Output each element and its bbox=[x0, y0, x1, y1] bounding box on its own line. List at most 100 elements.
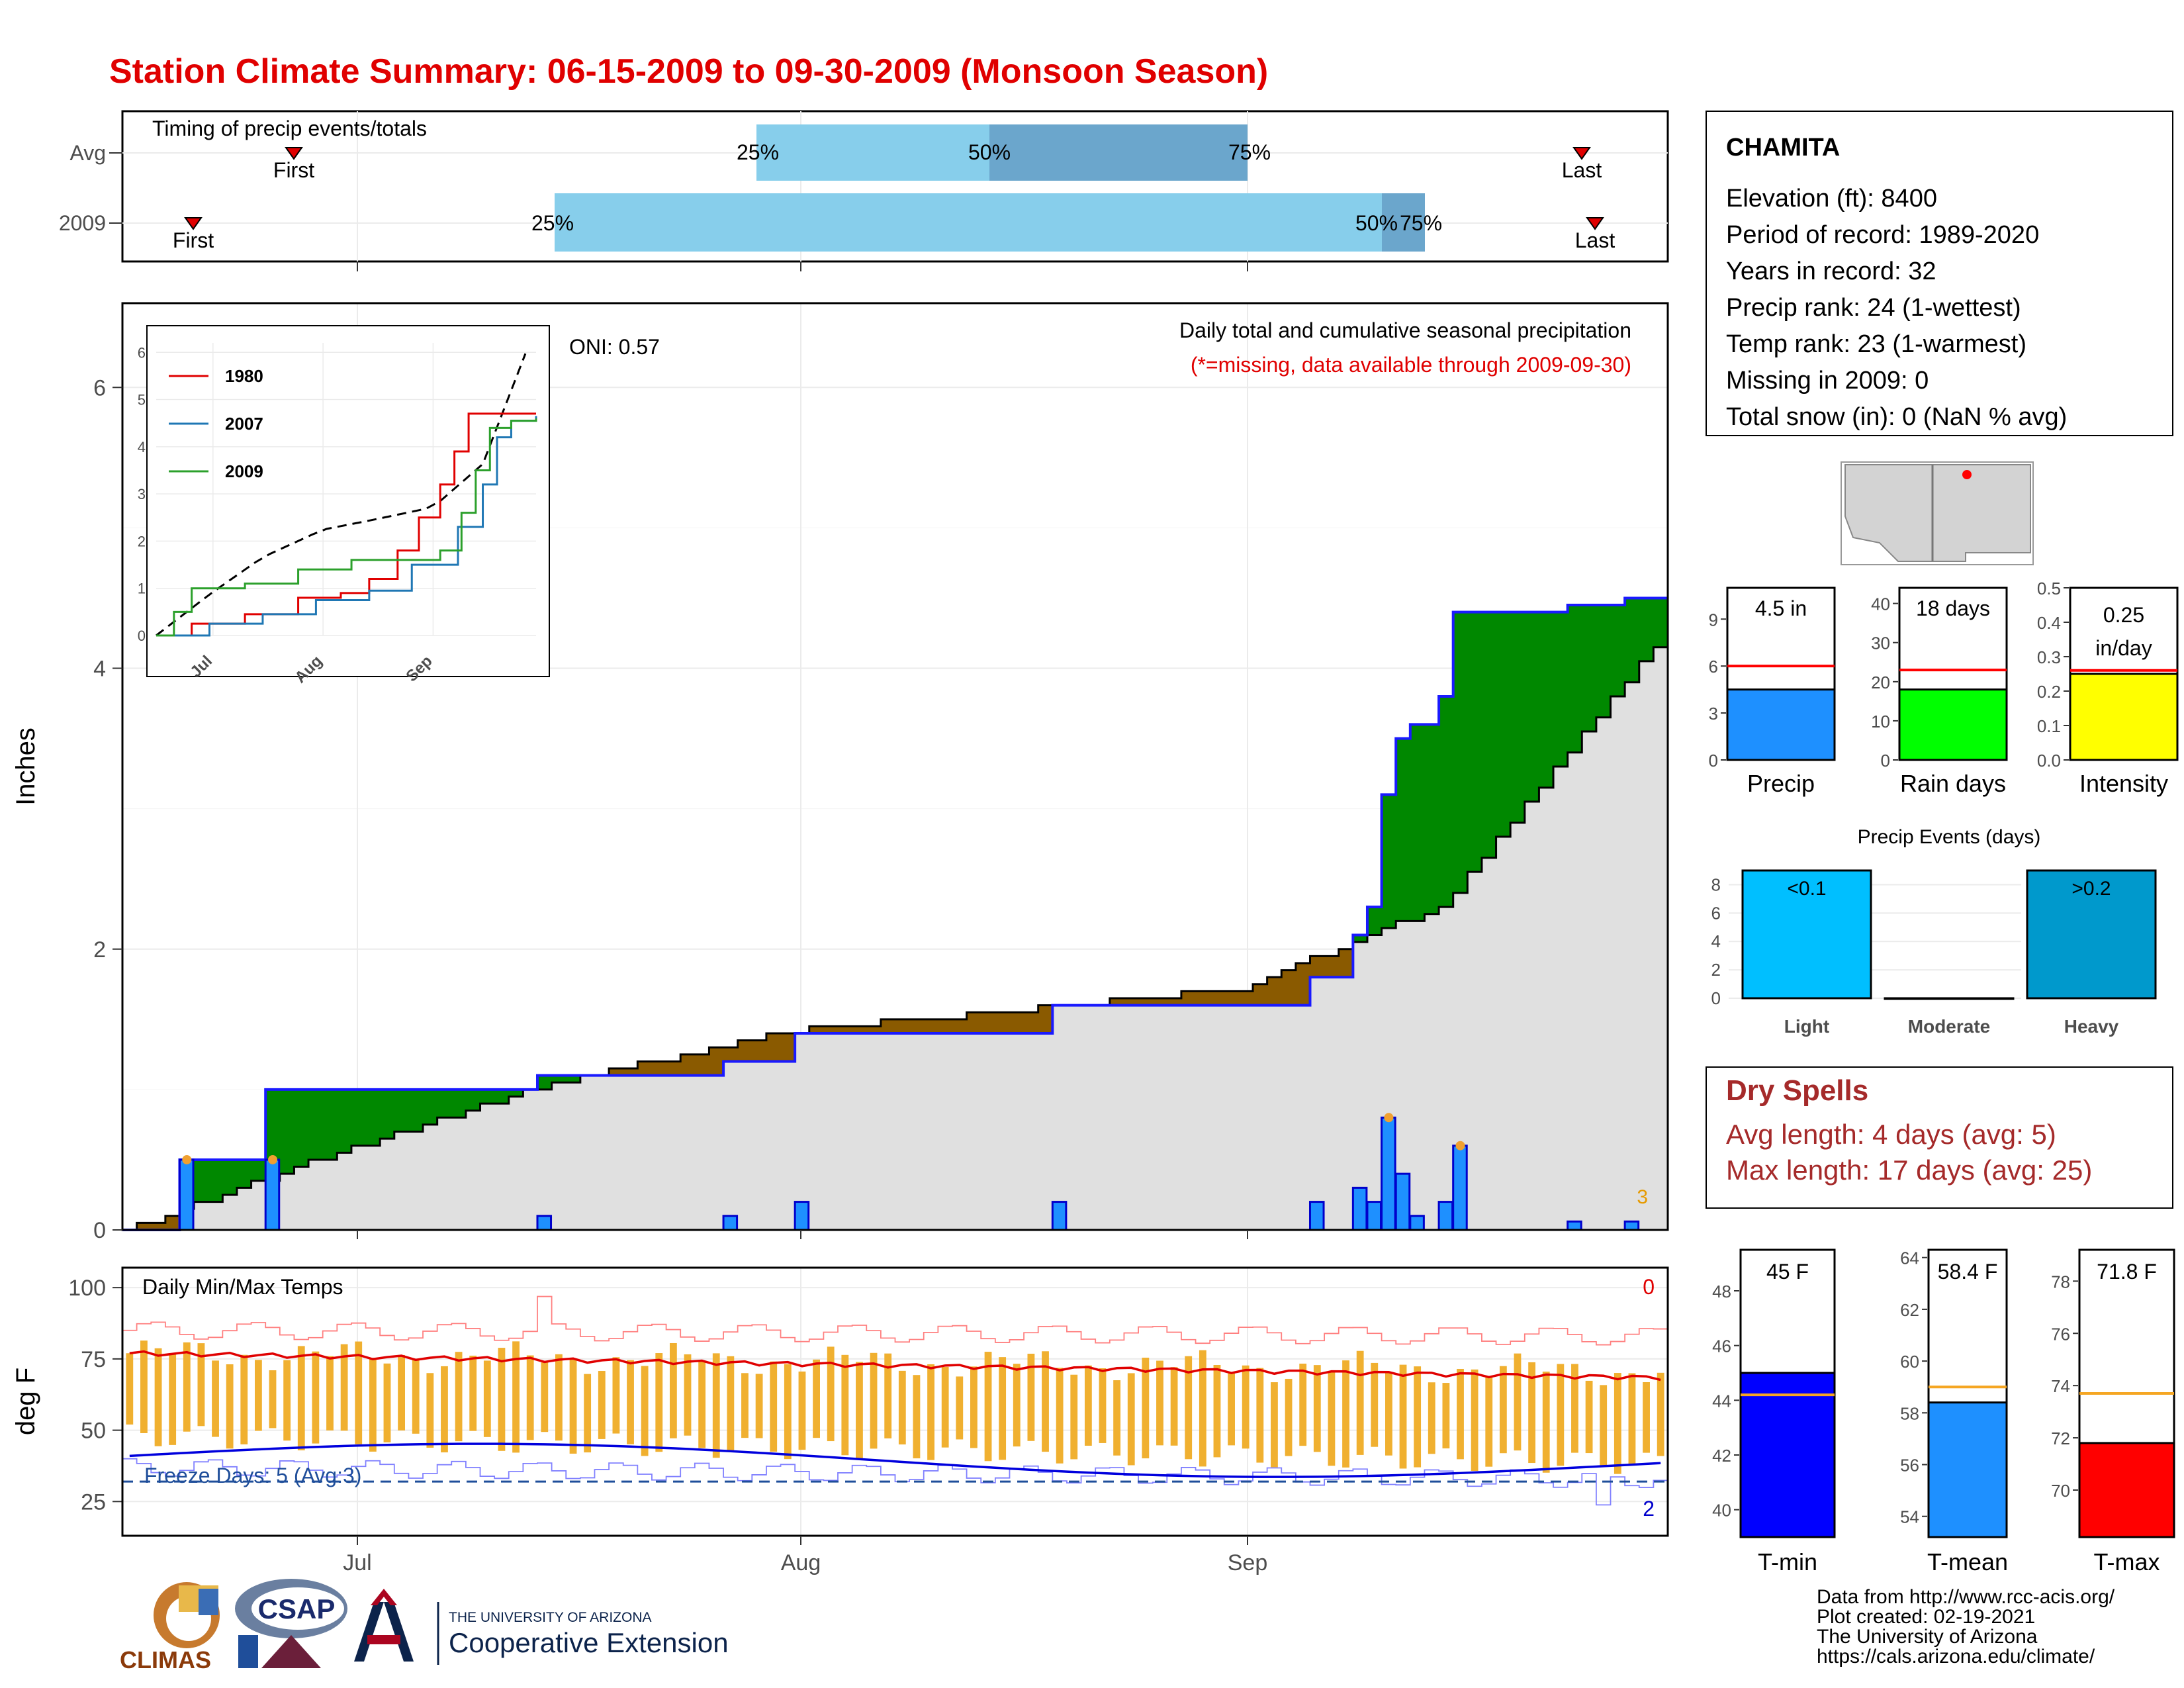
mini-value-unit: in/day bbox=[2095, 636, 2152, 660]
daily-temp-bar bbox=[1070, 1374, 1078, 1460]
deficit-segment bbox=[1267, 977, 1282, 1006]
daily-temp-bar bbox=[226, 1364, 234, 1449]
2009-last-label: Last bbox=[1575, 228, 1615, 252]
daily-temp-bar bbox=[1499, 1366, 1507, 1454]
deficit-segment bbox=[1167, 998, 1182, 1006]
deficit-segment bbox=[938, 1019, 953, 1034]
daily-temp-bar bbox=[655, 1353, 663, 1452]
2009-median-band bbox=[1382, 193, 1425, 252]
events-y-tick: 2 bbox=[1711, 960, 1721, 980]
deficit-segment bbox=[1281, 970, 1297, 1006]
daily-temp-bar bbox=[741, 1373, 749, 1438]
timing-panel: Timing of precip events/totals Avg 2009 … bbox=[59, 110, 1669, 271]
daily-temp-bar bbox=[340, 1344, 348, 1431]
daily-temp-bar bbox=[269, 1370, 277, 1429]
event-x-label: Heavy bbox=[2064, 1016, 2119, 1037]
deficit-segment bbox=[1338, 949, 1353, 978]
daily-temp-bar bbox=[197, 1343, 205, 1427]
daily-temp-bar bbox=[927, 1364, 934, 1460]
daily-temp-bar bbox=[1170, 1367, 1178, 1446]
temp-bar-y-tick: 48 bbox=[1712, 1282, 1731, 1301]
missing-data-note: (*=missing, data available through 2009-… bbox=[1191, 353, 1631, 377]
deficit-segment bbox=[995, 1012, 1011, 1034]
credit-url: https://cals.arizona.edu/climate/ bbox=[1817, 1646, 2095, 1667]
daily-temp-bar bbox=[212, 1360, 219, 1437]
daily-temp-bar bbox=[1385, 1372, 1392, 1456]
daily-temp-bar bbox=[827, 1346, 835, 1442]
daily-temp-bar bbox=[140, 1340, 148, 1433]
temp-bar-y-tick: 56 bbox=[1900, 1456, 1919, 1476]
mini-value-label: 0.25 bbox=[2103, 603, 2144, 627]
daily-precip-bar bbox=[794, 1201, 810, 1231]
daily-temp-bar bbox=[1471, 1369, 1479, 1471]
deficit-segment bbox=[1210, 991, 1225, 1006]
mini-y-tick: 0.1 bbox=[2037, 716, 2061, 736]
station-missing: Missing in 2009: 0 bbox=[1726, 367, 1929, 395]
mini-y-tick: 3 bbox=[1709, 704, 1718, 724]
surplus-segment bbox=[1367, 907, 1383, 935]
climas-logo: CLIMAS bbox=[120, 1582, 220, 1673]
2009-p75-label: 75% bbox=[1400, 211, 1442, 235]
dry-max-length: Max length: 17 days (avg: 25) bbox=[1726, 1154, 2092, 1186]
mini-y-tick: 9 bbox=[1709, 610, 1718, 630]
surplus-segment bbox=[1639, 598, 1654, 661]
precip-events-title: Precip Events (days) bbox=[1858, 826, 2041, 848]
deficit-segment bbox=[1024, 1012, 1039, 1034]
inset-y-tick: 2 bbox=[138, 533, 146, 549]
deficit-segment bbox=[1124, 998, 1139, 1006]
deficit-segment bbox=[1009, 1012, 1024, 1034]
dry-avg-length: Avg length: 4 days (avg: 5) bbox=[1726, 1119, 2056, 1150]
temp-bar-y-tick: 74 bbox=[2051, 1376, 2070, 1396]
deficit-segment bbox=[866, 1026, 882, 1034]
heavy-event-marker bbox=[1384, 1113, 1394, 1123]
avg-last-marker bbox=[1572, 147, 1591, 160]
daily-temp-bar bbox=[398, 1354, 406, 1430]
precip-corner-count: 3 bbox=[1637, 1186, 1648, 1208]
2009-p50-label: 50% bbox=[1355, 211, 1398, 235]
daily-temp-bar bbox=[1514, 1353, 1522, 1451]
inset-y-tick: 5 bbox=[138, 392, 146, 408]
temp-panel-title: Daily Min/Max Temps bbox=[142, 1275, 343, 1299]
daily-temp-bar bbox=[526, 1355, 534, 1440]
surplus-segment bbox=[1610, 605, 1625, 696]
precip-y-tick: 0 bbox=[93, 1218, 106, 1243]
deficit-segment bbox=[923, 1019, 938, 1034]
deficit-segment bbox=[952, 1019, 968, 1034]
surplus-segment bbox=[1439, 696, 1454, 908]
precip-panel: 0 2 4 6 Inches Daily total and cumulative s… bbox=[11, 302, 1669, 1243]
temp-bar-axis-label: T-max bbox=[2093, 1548, 2160, 1575]
2009-p25-label: 25% bbox=[531, 211, 574, 235]
daily-temp-bar bbox=[1428, 1382, 1435, 1454]
mini-y-tick: 0.5 bbox=[2037, 579, 2061, 598]
deficit-segment bbox=[1138, 998, 1154, 1006]
avg-last-label: Last bbox=[1562, 158, 1602, 182]
avg-p25-label: 25% bbox=[737, 140, 779, 164]
event-bar-text: <0.1 bbox=[1787, 878, 1826, 900]
temp-bar-y-tick: 78 bbox=[2051, 1272, 2070, 1291]
surplus-segment bbox=[1553, 612, 1569, 767]
daily-precip-bar bbox=[1394, 1172, 1411, 1231]
daily-temp-bar bbox=[1485, 1377, 1493, 1467]
station-info-box: CHAMITA Elevation (ft): 8400 Period of r… bbox=[1706, 111, 2173, 436]
daily-temp-bar bbox=[1027, 1354, 1035, 1441]
station-period: Period of record: 1989-2020 bbox=[1726, 221, 2039, 249]
oni-label: ONI: 0.57 bbox=[569, 335, 660, 359]
event-bar-text: >0.2 bbox=[2071, 878, 2111, 900]
surplus-segment bbox=[1381, 794, 1396, 928]
daily-precip-bar bbox=[1623, 1220, 1640, 1231]
daily-precip-bar bbox=[536, 1215, 553, 1231]
surplus-segment bbox=[551, 1075, 567, 1083]
mini-axis-label: Precip bbox=[1747, 770, 1815, 797]
mini-y-tick: 6 bbox=[1709, 657, 1718, 677]
precip-description: Daily total and cumulative seasonal prec… bbox=[1179, 318, 1631, 342]
event-x-label: Light bbox=[1784, 1016, 1829, 1037]
avg-max-temp-line bbox=[129, 1350, 1661, 1382]
deficit-segment bbox=[766, 1033, 782, 1062]
surplus-segment bbox=[337, 1089, 352, 1153]
deficit-segment bbox=[752, 1040, 767, 1062]
surplus-segment bbox=[1410, 724, 1426, 921]
mini-y-tick: 30 bbox=[1871, 633, 1890, 653]
avg-first-label: First bbox=[273, 158, 314, 182]
daily-temp-bar bbox=[870, 1352, 878, 1449]
mini-bar-Intensity bbox=[2069, 673, 2179, 761]
